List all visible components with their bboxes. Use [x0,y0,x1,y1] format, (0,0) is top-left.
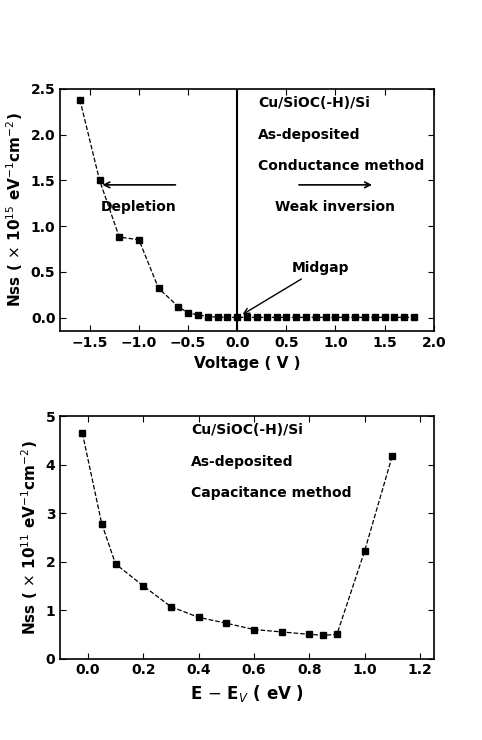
Text: As-deposited: As-deposited [258,127,361,141]
Text: Cu/SiOC(-H)/Si: Cu/SiOC(-H)/Si [191,423,303,437]
Text: Conductance method: Conductance method [258,159,425,173]
X-axis label: Voltage ( V ): Voltage ( V ) [194,356,300,371]
Text: Capacitance method: Capacitance method [191,486,351,500]
Y-axis label: Nss ( $\times$ 10$^{11}$ eV$^{-1}$cm$^{-2}$): Nss ( $\times$ 10$^{11}$ eV$^{-1}$cm$^{-… [19,440,40,635]
Text: Depletion: Depletion [101,201,177,215]
X-axis label: E $-$ E$_V$ ( eV ): E $-$ E$_V$ ( eV ) [190,683,304,704]
Text: Cu/SiOC(-H)/Si: Cu/SiOC(-H)/Si [258,96,370,110]
Y-axis label: Nss ( $\times$ 10$^{15}$ eV$^{-1}$cm$^{-2}$): Nss ( $\times$ 10$^{15}$ eV$^{-1}$cm$^{-… [4,112,25,307]
Text: As-deposited: As-deposited [191,455,294,469]
Text: Weak inversion: Weak inversion [276,201,396,215]
Text: Midgap: Midgap [244,260,349,314]
